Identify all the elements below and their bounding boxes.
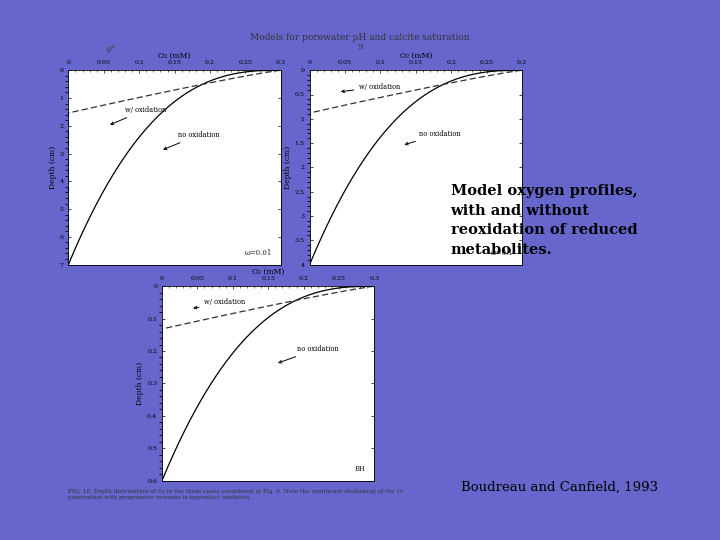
Text: w/ oxidation: w/ oxidation — [111, 106, 166, 125]
Text: no oxidation: no oxidation — [279, 345, 338, 363]
Y-axis label: Depth (cm): Depth (cm) — [136, 362, 144, 405]
Text: no oxidation: no oxidation — [164, 131, 220, 150]
Y-axis label: Depth (cm): Depth (cm) — [49, 146, 57, 189]
Text: ω=0.01: ω=0.01 — [245, 249, 272, 257]
Text: BH: BH — [355, 465, 366, 473]
Text: w/ oxidation: w/ oxidation — [194, 298, 246, 309]
Y-axis label: Depth (cm): Depth (cm) — [284, 146, 292, 189]
Text: ω=0.1: ω=0.1 — [490, 249, 513, 257]
Text: Boudreau and Canfield, 1993: Boudreau and Canfield, 1993 — [462, 481, 658, 494]
Text: no oxidation: no oxidation — [405, 130, 461, 145]
Text: 9: 9 — [357, 43, 363, 51]
X-axis label: O₂ (mM): O₂ (mM) — [252, 267, 284, 275]
Text: φ°: φ° — [105, 45, 115, 53]
X-axis label: O₂ (mM): O₂ (mM) — [400, 51, 432, 59]
Text: Model oxygen profiles,
with and without
reoxidation of reduced
metabolites.: Model oxygen profiles, with and without … — [451, 184, 637, 257]
X-axis label: O₂ (mM): O₂ (mM) — [158, 51, 191, 59]
Text: w/ oxidation: w/ oxidation — [342, 83, 400, 92]
Text: Models for porewater pH and calcite saturation: Models for porewater pH and calcite satu… — [250, 32, 470, 42]
Text: FIG. 10. Depth distribution of O₂ in the three cases considered in Fig. 9. Note : FIG. 10. Depth distribution of O₂ in the… — [68, 489, 404, 500]
